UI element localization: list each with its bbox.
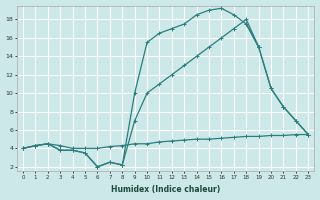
- X-axis label: Humidex (Indice chaleur): Humidex (Indice chaleur): [111, 185, 220, 194]
